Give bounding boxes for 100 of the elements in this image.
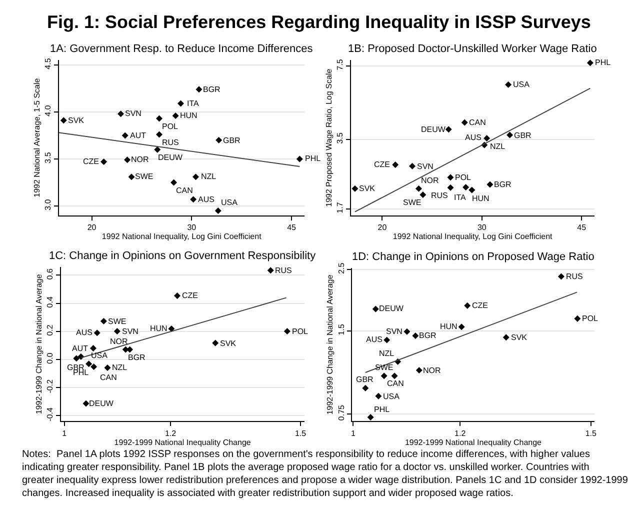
data-label: POL	[582, 314, 599, 323]
data-label: SVK	[68, 116, 85, 125]
data-label: BGR	[128, 353, 146, 362]
y-tick-label: -0.2	[46, 378, 55, 394]
data-label: SVK	[359, 184, 376, 193]
data-label: NOR	[131, 155, 149, 164]
data-label: POL	[292, 327, 309, 336]
data-label: AUT	[72, 344, 88, 353]
data-label: NOR	[110, 337, 128, 346]
data-label: RUS	[275, 266, 292, 275]
data-label: RUS	[431, 191, 448, 200]
text: Notes: Panel 1A plots 1992 ISSP responses on the government's responsibility to reduce income differences, with higher values indicating greater responsibility. Panel 1B plots the average proposed wage ratio for a doctor vs. unskilled worker. Countries with greater inequality express lower redistribution preferences and propose a wider wage distribution. Panels 1C and 1D consider 1992-1999 changes. Increased inequality is associated with greater redistribution support and wider proposed wage ratios.	[22, 449, 628, 499]
data-label: CAN	[176, 186, 194, 195]
data-label: BGR	[419, 331, 437, 340]
y-tick-label: 7.5	[336, 58, 345, 70]
data-label: CZE	[374, 160, 390, 169]
data-label: SVN	[386, 327, 403, 336]
data-label: CAN	[387, 379, 404, 388]
data-label: GBR	[514, 131, 532, 140]
data-label: USA	[221, 198, 238, 207]
data-label: NZL	[379, 349, 395, 358]
y-tick-label: 1.5	[336, 324, 346, 336]
data-label: SWE	[135, 172, 154, 181]
y-axis-title: 1992 Proposed Wage Ratio, Log Scale	[324, 68, 334, 207]
data-label: SWE	[375, 363, 394, 372]
text: Fig. 1: Social Preferences Regarding Inequality in ISSP Surveys	[47, 12, 591, 32]
data-label: AUS	[366, 335, 382, 344]
y-tick-label: 2.5	[336, 262, 346, 274]
data-label: BGR	[203, 85, 221, 94]
data-label: SVN	[125, 109, 142, 118]
chart-title: 1D: Change in Opinions on Proposed Wage Ratio	[352, 251, 594, 263]
data-label: CZE	[83, 157, 99, 166]
data-label: POL	[455, 173, 472, 182]
data-label: CAN	[469, 118, 486, 127]
x-tick-label: 45	[287, 222, 297, 232]
data-label: CZE	[182, 291, 198, 300]
data-label: CZE	[472, 301, 488, 310]
x-axis-title: 1992-1999 National Inequality Change	[404, 438, 542, 447]
data-label: RUS	[162, 138, 179, 147]
y-tick-label: 3.0	[44, 198, 53, 210]
data-label: SWE	[108, 317, 126, 326]
x-tick-label: 30	[187, 222, 197, 232]
y-tick-label: 0.6	[46, 268, 55, 280]
data-label: USA	[91, 351, 108, 360]
data-label: GBR	[356, 375, 374, 384]
data-label: USA	[383, 392, 400, 401]
y-tick-label: 3.5	[44, 152, 53, 164]
data-label: NZL	[201, 172, 217, 181]
chart-title: 1A: Government Resp. to Reduce Income Differences	[50, 43, 314, 55]
x-tick-label: 1	[62, 428, 68, 438]
data-label: SVK	[220, 339, 237, 348]
data-label: HUN	[180, 111, 198, 120]
data-label: CAN	[100, 373, 118, 382]
data-label: SVK	[511, 333, 528, 342]
x-tick-label: 20	[378, 222, 388, 232]
y-tick-label: 4.0	[44, 104, 53, 116]
x-tick-label: 20	[87, 222, 97, 232]
data-label: DEUW	[89, 399, 114, 408]
data-label: SVN	[417, 162, 434, 171]
data-label: NOR	[421, 176, 439, 185]
data-label: PHL	[374, 405, 390, 414]
data-label: RUS	[566, 272, 583, 281]
data-label: ITA	[187, 99, 200, 108]
x-tick-label: 1	[351, 428, 356, 438]
x-tick-label: 1.5	[294, 428, 307, 438]
y-axis-title: 1992 National Average, 1-5 Scale	[32, 78, 42, 198]
data-label: AUT	[130, 131, 146, 140]
data-label: HUN	[472, 194, 490, 203]
data-label: NZL	[490, 142, 506, 151]
y-tick-label: 0.4	[46, 296, 55, 308]
y-axis-title: 1992-1999 Change in National Average	[34, 274, 44, 414]
data-label: PHL	[595, 58, 612, 67]
chart-title: 1B: Proposed Doctor-Unskilled Worker Wage Ratio	[348, 43, 597, 55]
data-label: SWE	[403, 198, 422, 207]
y-tick-label: 3.5	[336, 132, 345, 144]
y-tick-label: 0.2	[46, 324, 55, 336]
chart-title: 1C: Change in Opinions on Government Responsibility	[49, 250, 316, 262]
y-tick-label: -0.4	[46, 406, 55, 422]
x-tick-label: 1.5	[585, 428, 597, 438]
x-tick-label: 1.2	[454, 428, 466, 438]
data-label: DEUW	[379, 304, 404, 313]
data-label: AUS	[76, 328, 92, 337]
data-label: SVN	[122, 327, 139, 336]
data-label: AUS	[198, 195, 214, 204]
data-label: DEUW	[421, 125, 446, 134]
data-label: HUN	[150, 324, 168, 333]
data-label: USA	[513, 80, 530, 89]
data-label: BGR	[494, 180, 512, 189]
data-label: POL	[162, 122, 179, 131]
x-axis-title: 1992-1999 National Inequality Change	[114, 438, 252, 447]
y-tick-label: 0.0	[46, 352, 55, 364]
x-tick-label: 30	[477, 222, 487, 232]
y-tick-label: 4.5	[44, 58, 53, 70]
data-label: ITA	[454, 193, 467, 202]
x-tick-label: 45	[577, 222, 587, 232]
data-label: PHL	[305, 154, 322, 163]
data-label: DEUW	[158, 153, 183, 162]
y-axis-title: 1992-1999 Change in National Average	[326, 274, 335, 415]
data-label: HUN	[440, 322, 458, 331]
x-axis-title: 1992 National Inequality, Log Gini Coefficient	[102, 232, 262, 242]
